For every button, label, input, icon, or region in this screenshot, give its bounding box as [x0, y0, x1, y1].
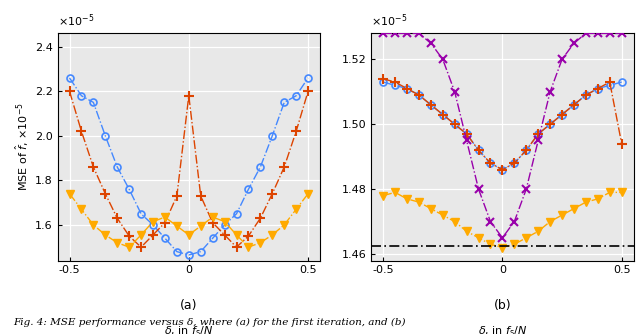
Text: $\times10^{-5}$: $\times10^{-5}$: [371, 12, 408, 29]
Text: Fig. 4: MSE performance versus δ, where (a) for the first iteration, and (b): Fig. 4: MSE performance versus δ, where …: [13, 318, 405, 327]
Text: $\times10^{-5}$: $\times10^{-5}$: [58, 12, 94, 29]
Text: $\delta$, in $f_\mathrm{s}/N$: $\delta$, in $f_\mathrm{s}/N$: [164, 324, 214, 334]
Y-axis label: MSE of $\hat{f}$, $\times10^{-5}$: MSE of $\hat{f}$, $\times10^{-5}$: [13, 103, 31, 191]
Text: (a): (a): [180, 299, 198, 312]
Text: $\delta$, in $f_\mathrm{s}/N$: $\delta$, in $f_\mathrm{s}/N$: [477, 324, 527, 334]
Text: (b): (b): [493, 299, 511, 312]
